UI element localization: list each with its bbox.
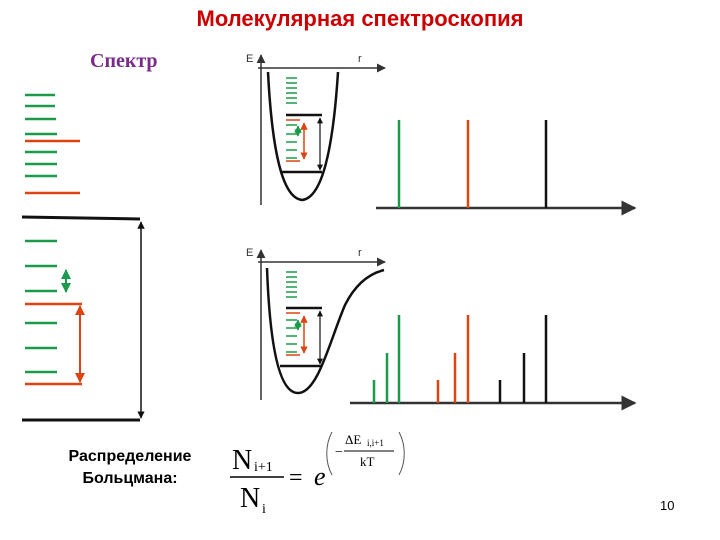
boltzmann-label-line1: Распределение	[68, 448, 192, 465]
spectrum-top	[376, 120, 637, 216]
formula-denominator-sub: i	[262, 502, 266, 517]
energy-axis-label: E	[246, 247, 253, 259]
boltzmann-label: Распределение Больцмана:	[40, 446, 220, 490]
boltzmann-formula: N i+1 N i = e − ΔE i,i+1 kT	[230, 431, 405, 517]
exponent-left-paren	[326, 431, 333, 476]
exponent-minus: −	[335, 445, 343, 460]
formula-numerator-sub: i+1	[254, 460, 273, 475]
formula-base-e: e	[314, 462, 326, 491]
energy-axis-label: E	[246, 53, 253, 65]
distance-axis-label: r	[358, 53, 362, 65]
distance-axis-label: r	[358, 247, 362, 259]
exponent-numerator: ΔE	[345, 432, 361, 447]
boltzmann-label-line2: Больцмана:	[82, 470, 178, 487]
energy-level-ladder	[21, 93, 145, 422]
formula-numerator: N	[232, 445, 252, 476]
harmonic-potential-diagram: E r	[246, 53, 386, 205]
page-number: 10	[660, 498, 675, 513]
formula-equals: =	[289, 465, 303, 491]
page-title: Молекулярная спектроскопия	[196, 6, 524, 31]
morse-potential-diagram: E r	[246, 247, 386, 400]
exponent-right-paren	[398, 431, 405, 476]
exponent-denominator: kT	[360, 454, 375, 469]
spectrum-label: Спектр	[90, 50, 158, 72]
exponent-numerator-sub: i,i+1	[367, 438, 384, 448]
spectrum-bottom	[350, 315, 637, 411]
formula-denominator: N	[240, 483, 260, 514]
